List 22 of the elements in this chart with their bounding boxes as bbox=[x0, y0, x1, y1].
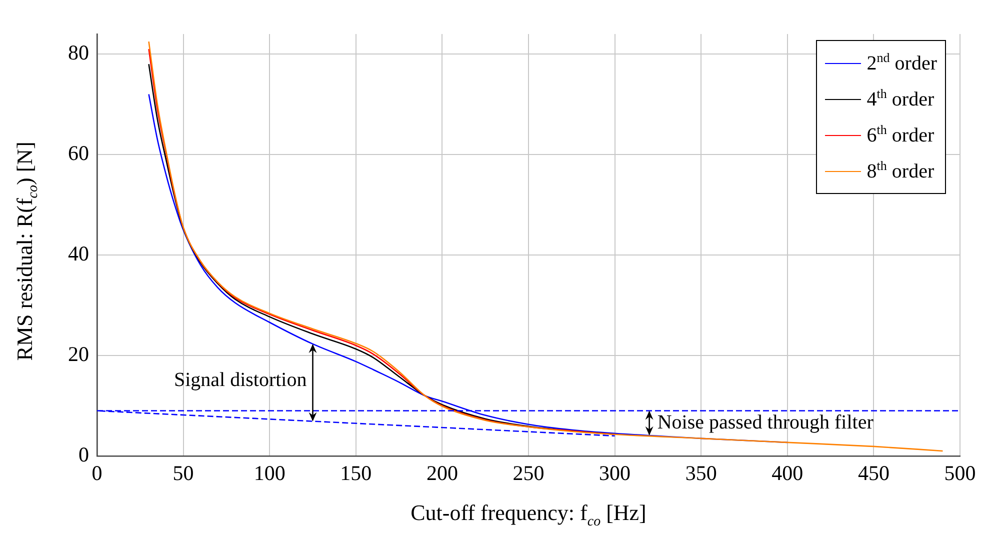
x-tick-label: 250 bbox=[512, 461, 544, 486]
annotation: Noise passed through filter bbox=[657, 412, 874, 434]
legend-label: 4$^{th}$ order bbox=[866, 86, 934, 112]
x-tick-label: 400 bbox=[772, 461, 804, 486]
x-tick-label: 450 bbox=[858, 461, 890, 486]
x-tick-label: 200 bbox=[426, 461, 458, 486]
y-tick-label: 60 bbox=[68, 141, 89, 166]
x-tick-label: 300 bbox=[599, 461, 631, 486]
legend-label: 6$^{th}$ order bbox=[866, 122, 934, 148]
legend-label: 8$^{th}$ order bbox=[866, 158, 934, 184]
y-tick-label: 40 bbox=[68, 242, 89, 266]
x-tick-label: 150 bbox=[340, 461, 372, 486]
y-tick-label: 0 bbox=[78, 442, 89, 467]
x-tick-label: 50 bbox=[172, 461, 194, 486]
x-tick-label: 350 bbox=[685, 461, 717, 486]
legend-label: 2$^{nd}$ order bbox=[866, 50, 937, 76]
x-tick-label: 100 bbox=[254, 461, 286, 486]
y-tick-label: 20 bbox=[68, 342, 89, 366]
x-axis-title: Cut-off frequency: f$_{co}$ [Hz] bbox=[410, 500, 648, 530]
x-tick-label: 500 bbox=[944, 461, 976, 486]
annotation: Signal distortion bbox=[174, 368, 307, 391]
y-tick-label: 80 bbox=[68, 40, 89, 65]
